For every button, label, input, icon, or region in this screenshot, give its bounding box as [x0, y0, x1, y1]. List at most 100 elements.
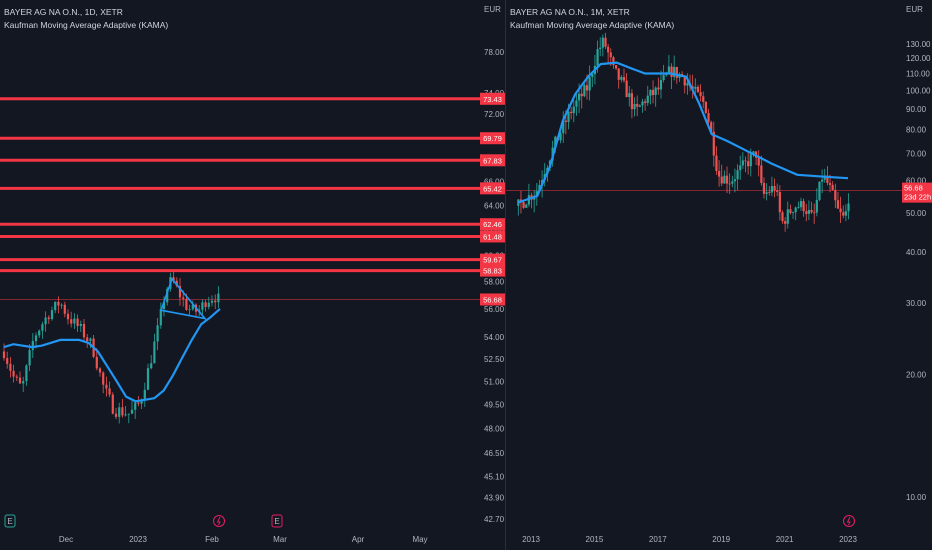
- daily-y-tick: 66.00: [484, 177, 505, 186]
- candle-body: [150, 363, 153, 369]
- candle-body: [831, 184, 834, 191]
- candle-body: [628, 93, 631, 98]
- candle-body: [694, 86, 697, 89]
- level-price-label: [480, 218, 505, 231]
- daily-chart-panel[interactable]: EUR78.0074.0072.0070.0068.0066.0064.0062…: [0, 0, 505, 550]
- bar-countdown-text: 23d 22h: [904, 193, 931, 202]
- monthly-y-tick: 40.00: [906, 248, 927, 257]
- candle-body: [630, 93, 634, 110]
- candle-body: [207, 302, 210, 307]
- dividend-icon[interactable]: [213, 515, 225, 527]
- candle-body: [57, 301, 60, 306]
- candle-body: [577, 93, 581, 101]
- level-price-label: [480, 230, 505, 243]
- panel-divider[interactable]: [505, 0, 506, 550]
- candle-body: [73, 318, 76, 324]
- daily-time-axis[interactable]: [0, 510, 480, 550]
- candle-body: [172, 277, 175, 281]
- daily-y-tick: 48.00: [484, 424, 505, 433]
- candle-body: [28, 350, 31, 366]
- monthly-chart-canvas[interactable]: EUR 130.00 120.00 110.00 100.00 90.00 80.00 70.…: [506, 0, 932, 550]
- candle-body: [580, 93, 583, 97]
- earnings-icon[interactable]: [4, 514, 16, 528]
- candle-body: [784, 221, 787, 224]
- candle-body: [741, 160, 744, 166]
- candle-body: [572, 106, 575, 114]
- candle-body: [839, 208, 842, 213]
- candle-body: [585, 85, 589, 91]
- candle-body: [765, 192, 768, 194]
- candle-body: [633, 103, 636, 110]
- monthly-x-tick: 2015: [586, 535, 604, 544]
- candle-body: [599, 47, 602, 50]
- candle-body: [744, 160, 747, 162]
- daily-y-tick: 72.00: [484, 110, 505, 119]
- level-price-label-text: 62.46: [483, 220, 502, 229]
- daily-chart-indicator: Kaufman Moving Average Adaptive (KAMA): [4, 20, 169, 30]
- candle-body: [6, 358, 9, 364]
- candle-body: [60, 304, 63, 306]
- candle-body: [562, 120, 565, 134]
- daily-chart-canvas[interactable]: EUR78.0074.0072.0070.0068.0066.0064.0062…: [0, 0, 505, 550]
- candle-body: [752, 151, 755, 155]
- candle-body: [564, 120, 567, 123]
- last-price-label: [480, 293, 505, 306]
- candle-body: [651, 89, 655, 96]
- candle-body: [686, 83, 689, 86]
- candle-body: [731, 181, 734, 184]
- candle-body: [760, 165, 763, 183]
- candle-body: [847, 203, 850, 212]
- candle-body: [807, 209, 811, 214]
- candle-body: [799, 201, 803, 208]
- candle-body: [130, 409, 134, 414]
- level-price-label: [480, 92, 505, 105]
- daily-chart-legend: BAYER AG NA O.N., 1D, XETR Kaufman Movin…: [4, 6, 168, 32]
- candle-body: [217, 293, 220, 303]
- candle-body: [95, 356, 98, 369]
- monthly-y-tick: 30.00: [906, 299, 927, 308]
- candle-body: [98, 368, 102, 373]
- earnings-icon[interactable]: [271, 514, 283, 528]
- candle-body: [191, 304, 194, 310]
- level-price-label: [480, 132, 505, 145]
- candle-body: [733, 179, 737, 182]
- candle-body: [188, 309, 191, 311]
- monthly-price-axis[interactable]: [904, 0, 932, 550]
- candle-body: [683, 76, 686, 86]
- level-price-label-text: 73.43: [483, 95, 502, 104]
- candle-body: [50, 310, 54, 320]
- candle-body: [522, 202, 525, 208]
- candle-body: [770, 185, 774, 193]
- candle-body: [63, 304, 66, 314]
- candle-body: [736, 170, 739, 180]
- candle-body: [704, 101, 707, 113]
- candle-body: [124, 414, 127, 416]
- candle-body: [2, 351, 6, 359]
- daily-y-tick: 56.00: [484, 305, 505, 314]
- candle-body: [712, 131, 715, 156]
- monthly-y-tick: 50.00: [906, 209, 927, 218]
- candle-body: [47, 317, 50, 320]
- dividend-icon-bolt: [846, 516, 851, 526]
- daily-candles: [2, 271, 220, 424]
- candle-body: [70, 319, 73, 324]
- candle-body: [137, 402, 140, 404]
- monthly-event-icons: [843, 515, 855, 527]
- candle-body: [525, 204, 528, 208]
- candle-body: [673, 67, 676, 77]
- candle-body: [601, 37, 604, 48]
- dividend-icon[interactable]: [843, 515, 855, 527]
- monthly-chart-panel[interactable]: EUR 130.00 120.00 110.00 100.00 90.00 80.00 70.…: [506, 0, 932, 550]
- monthly-y-tick: 110.00: [906, 70, 930, 79]
- candle-body: [567, 111, 570, 123]
- candle-body: [834, 190, 837, 201]
- wedge-drawing[interactable]: [159, 277, 208, 320]
- candle-body: [153, 341, 156, 364]
- level-price-label-text: 69.79: [483, 134, 502, 143]
- daily-y-tick: 62.00: [484, 226, 505, 235]
- monthly-y-tick: 10.00: [906, 493, 927, 502]
- candle-body: [41, 324, 44, 331]
- daily-y-tick: 46.50: [484, 449, 505, 458]
- candle-body: [105, 384, 108, 389]
